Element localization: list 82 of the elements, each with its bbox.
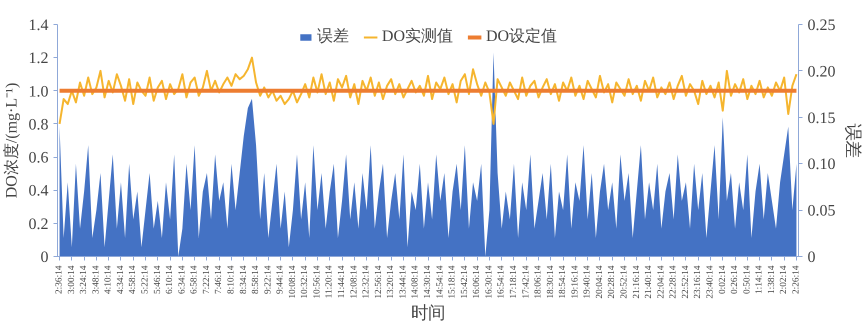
x-tick-label: 0:26:14 <box>730 265 740 294</box>
x-tick-label: 14:30:14 <box>423 265 433 299</box>
legend-label: DO设定值 <box>486 26 558 47</box>
y-tick-label: 1.2 <box>28 50 48 68</box>
x-tick-label: 13:44:14 <box>398 265 408 299</box>
x-tick-label: 16:30:14 <box>484 265 494 299</box>
x-tick-label: 10:32:14 <box>300 265 310 299</box>
y2-tick-label: 0.10 <box>808 156 836 174</box>
x-tick-label: 0:50:14 <box>742 265 752 294</box>
x-tick-label: 11:44:14 <box>337 265 348 298</box>
x-tick-label: 2:02:14 <box>779 265 790 294</box>
y-tick-label: 0.4 <box>28 182 48 200</box>
x-tick-label: 3:00:14 <box>66 265 77 294</box>
x-tick-label: 4:34:14 <box>116 265 126 294</box>
x-tick-label: 2:36:14 <box>54 265 65 294</box>
x-tick-label: 2:26:14 <box>791 265 802 294</box>
x-tick-label: 16:06:14 <box>472 265 482 299</box>
x-tick-label: 8:34:14 <box>238 265 249 294</box>
x-tick-label: 3:24:14 <box>79 265 90 294</box>
x-tick-label: 8:10:14 <box>226 265 236 294</box>
x-tick-label: 18:30:14 <box>546 265 556 299</box>
x-tick-label: 4:58:14 <box>128 265 138 294</box>
y-tick-label: 0.2 <box>28 216 48 233</box>
x-tick-label: 20:04:14 <box>594 265 605 299</box>
y2-tick-label: 0.15 <box>808 110 836 127</box>
y-tick-label: 1.4 <box>28 17 48 34</box>
legend-label: DO实测值 <box>382 26 453 47</box>
y2-tick-label: 0 <box>808 249 816 266</box>
x-tick-label: 10:56:14 <box>312 265 322 299</box>
x-tick-label: 0:02:14 <box>718 265 728 294</box>
x-tick-label: 13:20:14 <box>386 265 396 299</box>
line-series <box>58 56 798 125</box>
y2-tick-label: 0.05 <box>808 202 836 220</box>
x-tick-label: 1:14:14 <box>754 265 765 294</box>
x-tick-label: 5:46:14 <box>152 265 163 294</box>
x-tick-label: 21:40:14 <box>644 265 654 299</box>
x-tick-label: 17:18:14 <box>508 265 519 299</box>
x-tick-label: 14:54:14 <box>435 265 446 299</box>
x-tick-label: 1:38:14 <box>766 265 777 294</box>
x-tick-label: 3:48:14 <box>91 265 102 294</box>
x-tick-label: 18:54:14 <box>558 265 568 299</box>
x-tick-label: 7:22:14 <box>202 265 212 294</box>
x-tick-label: 20:28:14 <box>607 265 618 299</box>
x-tick-label: 9:44:14 <box>276 265 286 294</box>
x-tick-label: 22:52:14 <box>680 265 691 299</box>
x-tick-label: 5:22:14 <box>140 265 151 294</box>
x-tick-label: 12:56:14 <box>374 265 384 299</box>
x-tick-label: 23:40:14 <box>705 265 716 299</box>
legend-label: 误差 <box>316 27 349 47</box>
x-tick-label: 8:58:14 <box>251 265 262 294</box>
x-tick-label: 19:40:14 <box>582 265 593 299</box>
x-tick-label: 11:20:14 <box>324 265 335 298</box>
x-tick-label: 7:46:14 <box>214 265 224 294</box>
y2-tick-label: 0.20 <box>808 63 836 80</box>
x-tick-label: 23:16:14 <box>693 265 704 299</box>
x-tick-label: 9:22:14 <box>263 265 274 294</box>
y-tick-label: 0 <box>40 249 48 266</box>
y-axis-title: DO浓度/(mg·L⁻¹) <box>2 82 20 198</box>
x-tick-label: 12:32:14 <box>362 265 372 299</box>
x-tick-label: 14:08:14 <box>410 265 421 299</box>
x-tick-label: 16:54:14 <box>496 265 507 299</box>
x-tick-label: 22:04:14 <box>656 265 666 299</box>
x-tick-label: 4:10:14 <box>104 265 114 294</box>
x-tick-label: 10:08:14 <box>288 265 298 299</box>
x-tick-label: 15:18:14 <box>448 265 458 299</box>
x-tick-label: 21:16:14 <box>632 265 642 299</box>
x-tick-label: 6:34:14 <box>177 265 188 294</box>
y2-axis-title: 误差 <box>844 124 862 158</box>
x-tick-label: 15:42:14 <box>460 265 470 299</box>
y2-tick-label: 0.25 <box>808 17 836 34</box>
x-axis-title: 时间 <box>411 304 445 323</box>
y-tick-label: 1.0 <box>28 83 48 100</box>
x-tick-label: 6:58:14 <box>190 265 200 294</box>
x-tick-label: 19:16:14 <box>570 265 580 299</box>
x-tick-label: 22:28:14 <box>668 265 679 299</box>
x-tick-label: 17:42:14 <box>521 265 532 299</box>
x-tick-label: 20:52:14 <box>620 265 630 299</box>
y-tick-label: 0.6 <box>28 150 48 167</box>
x-tick-label: 6:10:14 <box>165 265 176 294</box>
x-tick-label: 12:08:14 <box>349 265 360 299</box>
y-tick-label: 0.8 <box>28 116 48 134</box>
x-tick-label: 18:06:14 <box>534 265 544 299</box>
